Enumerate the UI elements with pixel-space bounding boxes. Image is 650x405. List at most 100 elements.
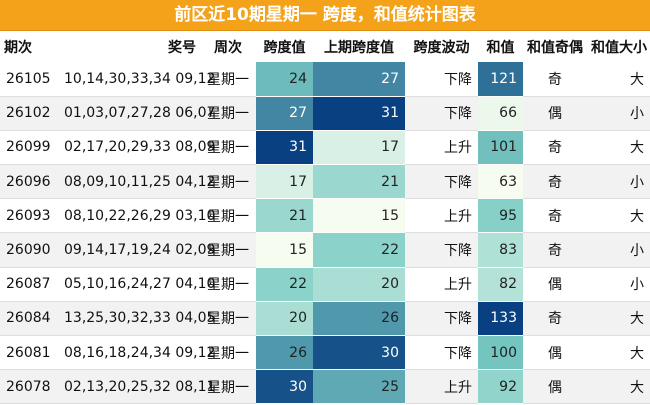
cell-zhouci: 星期一	[200, 130, 256, 166]
cell-prev-kuadu: 21	[313, 164, 405, 200]
cell-qici: 26081	[0, 335, 58, 371]
cell-jianghao: 08,10,22,26,29 03,10	[58, 198, 215, 234]
cell-prev-kuadu: 15	[313, 198, 405, 234]
cell-jianghao: 05,10,16,24,27 04,10	[58, 267, 215, 302]
cell-hezhi-jiou: 奇	[523, 62, 587, 97]
cell-qici: 26084	[0, 301, 58, 337]
cell-hezhi-daxiao: 小	[587, 267, 650, 302]
header-prev-kuadu: 上期跨度值	[313, 31, 405, 62]
table-row: 26105 10,14,30,33,34 09,12 星期一 24 27 下降 121 奇大	[0, 62, 650, 97]
cell-kuadu: 17	[256, 164, 313, 200]
cell-jianghao: 09,14,17,19,24 02,09	[58, 232, 215, 268]
cell-qici: 26105	[0, 62, 58, 97]
cell-hezhi-jiou: 偶	[523, 267, 587, 302]
cell-hezhi-jiou: 奇	[523, 164, 587, 200]
cell-kuadu: 24	[256, 62, 313, 97]
cell-hezhi: 83	[478, 232, 523, 268]
cell-zhouci: 星期一	[200, 232, 256, 268]
table-row: 26099 02,17,20,29,33 08,09 星期一 31 17 上升 101 奇大	[0, 130, 650, 166]
cell-qici: 26099	[0, 130, 58, 166]
cell-kuadu-bodong: 下降	[405, 164, 478, 200]
cell-hezhi: 121	[478, 62, 523, 97]
cell-qici: 26093	[0, 198, 58, 234]
cell-jianghao: 13,25,30,32,33 04,05	[58, 301, 215, 337]
table-row: 26102 01,03,07,27,28 06,07 星期一 27 31 下降 66 偶小	[0, 96, 650, 131]
cell-kuadu-bodong: 下降	[405, 62, 478, 97]
cell-qici: 26087	[0, 267, 58, 302]
cell-hezhi-daxiao: 小	[587, 232, 650, 268]
table-row: 26081 08,16,18,24,34 09,12 星期一 26 30 下降 100 偶大	[0, 335, 650, 371]
cell-zhouci: 星期一	[200, 198, 256, 234]
cell-hezhi: 101	[478, 130, 523, 166]
cell-hezhi-jiou: 奇	[523, 130, 587, 166]
cell-qici: 26078	[0, 369, 58, 405]
cell-jianghao: 10,14,30,33,34 09,12	[58, 62, 215, 97]
cell-hezhi-jiou: 奇	[523, 198, 587, 234]
cell-prev-kuadu: 26	[313, 301, 405, 337]
table-row: 26096 08,09,10,11,25 04,12 星期一 17 21 下降 63 奇小	[0, 164, 650, 200]
cell-hezhi-daxiao: 大	[587, 130, 650, 166]
cell-qici: 26090	[0, 232, 58, 268]
cell-zhouci: 星期一	[200, 62, 256, 97]
table-row: 26084 13,25,30,32,33 04,05 星期一 20 26 下降 133 奇大	[0, 301, 650, 337]
cell-hezhi-daxiao: 大	[587, 198, 650, 234]
cell-prev-kuadu: 27	[313, 62, 405, 97]
cell-kuadu: 27	[256, 96, 313, 131]
cell-kuadu: 22	[256, 267, 313, 302]
cell-hezhi-daxiao: 大	[587, 369, 650, 405]
cell-hezhi-daxiao: 小	[587, 96, 650, 131]
cell-kuadu-bodong: 上升	[405, 369, 478, 405]
cell-prev-kuadu: 25	[313, 369, 405, 405]
cell-jianghao: 08,16,18,24,34 09,12	[58, 335, 215, 371]
cell-hezhi: 95	[478, 198, 523, 234]
header-hezhi-jiou: 和值奇偶	[523, 31, 587, 62]
cell-prev-kuadu: 31	[313, 96, 405, 131]
cell-zhouci: 星期一	[200, 335, 256, 371]
cell-hezhi-jiou: 奇	[523, 232, 587, 268]
cell-zhouci: 星期一	[200, 301, 256, 337]
cell-kuadu: 31	[256, 130, 313, 166]
cell-hezhi: 92	[478, 369, 523, 405]
header-kuadu: 跨度值	[256, 31, 313, 62]
cell-kuadu-bodong: 下降	[405, 232, 478, 268]
table-row: 26090 09,14,17,19,24 02,09 星期一 15 22 下降 83 奇小	[0, 232, 650, 268]
cell-hezhi-jiou: 奇	[523, 301, 587, 337]
cell-prev-kuadu: 30	[313, 335, 405, 371]
cell-hezhi-jiou: 偶	[523, 369, 587, 405]
cell-hezhi: 133	[478, 301, 523, 337]
header-row: 期次 奖号 周次 跨度值 上期跨度值 跨度波动 和值 和值奇偶 和值大小	[0, 31, 650, 62]
cell-hezhi: 63	[478, 164, 523, 200]
cell-kuadu: 26	[256, 335, 313, 371]
cell-hezhi: 82	[478, 267, 523, 302]
cell-qici: 26096	[0, 164, 58, 200]
cell-hezhi: 66	[478, 96, 523, 131]
cell-jianghao: 02,13,20,25,32 08,11	[58, 369, 215, 405]
cell-prev-kuadu: 17	[313, 130, 405, 166]
cell-zhouci: 星期一	[200, 164, 256, 200]
cell-kuadu-bodong: 下降	[405, 96, 478, 131]
table-title: 前区近10期星期一 跨度，和值统计图表	[0, 0, 650, 31]
header-kuadu-bodong: 跨度波动	[405, 31, 478, 62]
cell-hezhi-jiou: 偶	[523, 96, 587, 131]
cell-prev-kuadu: 20	[313, 267, 405, 302]
cell-zhouci: 星期一	[200, 369, 256, 405]
cell-hezhi-daxiao: 大	[587, 301, 650, 337]
cell-kuadu-bodong: 下降	[405, 335, 478, 371]
table-row: 26093 08,10,22,26,29 03,10 星期一 21 15 上升 95 奇大	[0, 198, 650, 234]
table-body: 26105 10,14,30,33,34 09,12 星期一 24 27 下降 121 奇大 2…	[0, 62, 650, 405]
cell-kuadu: 30	[256, 369, 313, 405]
header-zhouci: 周次	[200, 31, 256, 62]
cell-hezhi-daxiao: 大	[587, 62, 650, 97]
cell-kuadu: 21	[256, 198, 313, 234]
header-jianghao: 奖号	[58, 31, 200, 62]
cell-prev-kuadu: 22	[313, 232, 405, 268]
header-qici: 期次	[0, 31, 58, 62]
cell-qici: 26102	[0, 96, 58, 131]
cell-zhouci: 星期一	[200, 96, 256, 131]
cell-kuadu-bodong: 下降	[405, 301, 478, 337]
header-hezhi-daxiao: 和值大小	[587, 31, 650, 62]
header-hezhi: 和值	[478, 31, 523, 62]
cell-kuadu-bodong: 上升	[405, 198, 478, 234]
cell-hezhi: 100	[478, 335, 523, 371]
cell-kuadu-bodong: 上升	[405, 130, 478, 166]
